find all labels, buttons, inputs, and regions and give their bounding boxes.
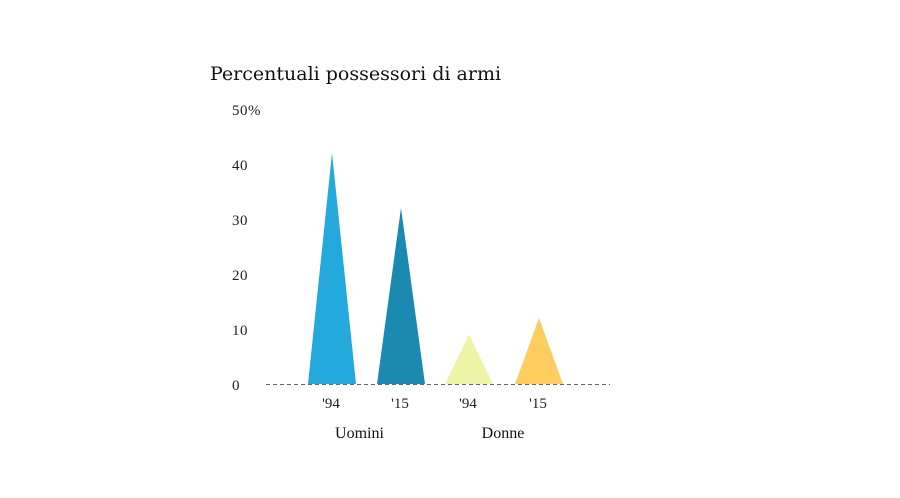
y-tick-label: 10	[232, 323, 248, 339]
y-axis: 50% 40 30 20 10 0	[232, 103, 261, 394]
y-tick-label: 20	[232, 268, 248, 284]
x-axis-labels: '94 '15 '94 '15	[322, 396, 547, 412]
group-label: Donne	[482, 425, 525, 442]
y-tick-label: 40	[232, 158, 248, 174]
bars	[308, 153, 563, 384]
y-tick-label: 30	[232, 213, 248, 229]
group-label: Uomini	[335, 425, 384, 442]
y-tick-label: 0	[232, 378, 240, 394]
bar-triangle	[445, 334, 493, 384]
x-tick-label: '15	[529, 396, 547, 412]
x-tick-label: '15	[391, 396, 409, 412]
x-tick-label: '94	[459, 396, 477, 412]
x-tick-label: '94	[322, 396, 340, 412]
group-labels: Uomini Donne	[335, 425, 524, 442]
y-tick-label: 50%	[232, 103, 261, 119]
bar-triangle	[377, 208, 425, 384]
bar-triangle	[515, 318, 563, 384]
bar-triangle	[308, 153, 356, 384]
chart-title: Percentuali possessori di armi	[210, 63, 501, 85]
